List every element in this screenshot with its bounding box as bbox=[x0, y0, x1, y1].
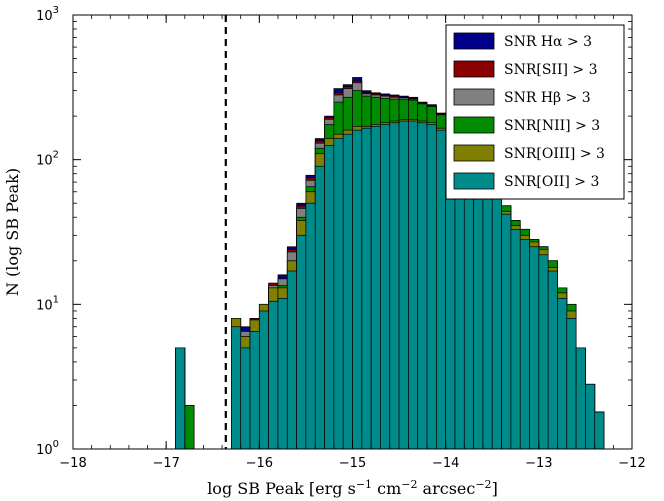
bar-series-5-bin-30 bbox=[352, 129, 363, 450]
bar-series-5-bin-39 bbox=[436, 129, 447, 450]
legend-swatch-1 bbox=[453, 60, 495, 78]
bar-series-5-bin-53 bbox=[566, 318, 577, 450]
x-axis-label-part: ] bbox=[492, 479, 498, 498]
x-tick-label: −13 bbox=[525, 456, 552, 471]
x-axis-label-part: cm bbox=[372, 479, 401, 498]
y-tick-base: 10 bbox=[36, 443, 53, 458]
y-tick-label: 100 bbox=[36, 439, 59, 458]
legend-swatch-4 bbox=[453, 144, 495, 162]
bar-series-5-bin-20 bbox=[258, 310, 269, 450]
y-tick-label: 101 bbox=[36, 294, 59, 313]
bar-series-5-bin-31 bbox=[361, 127, 372, 450]
x-tick-label: −17 bbox=[152, 456, 179, 471]
bar-series-5-bin-29 bbox=[342, 133, 353, 450]
bar-series-5-bin-22 bbox=[277, 298, 288, 450]
y-tick-base: 10 bbox=[36, 9, 53, 24]
bar-series-5-bin-44 bbox=[482, 185, 493, 450]
bar-series-5-bin-24 bbox=[296, 234, 307, 450]
x-axis-label-part: arcsec bbox=[417, 479, 475, 498]
x-tick-label: −12 bbox=[618, 456, 645, 471]
bar-series-5-bin-43 bbox=[473, 173, 484, 450]
bar-series-5-bin-18 bbox=[240, 347, 251, 450]
bar-series-5-bin-38 bbox=[426, 124, 437, 450]
x-axis-label-exp: −1 bbox=[356, 478, 372, 491]
legend-swatch-3 bbox=[453, 116, 495, 134]
bar-series-5-bin-45 bbox=[491, 196, 502, 450]
legend-label-4: SNR[OIII] > 3 bbox=[504, 146, 605, 162]
y-tick-exponent: 0 bbox=[53, 439, 59, 450]
legend-swatch-5 bbox=[453, 172, 495, 190]
y-tick-label: 102 bbox=[36, 150, 59, 169]
legend-box bbox=[445, 24, 625, 200]
bar-series-5-bin-28 bbox=[333, 138, 344, 450]
bar-series-5-bin-33 bbox=[380, 124, 391, 450]
bar-series-5-bin-55 bbox=[585, 383, 596, 450]
bar-series-5-bin-50 bbox=[538, 254, 549, 450]
y-tick-exponent: 2 bbox=[53, 150, 59, 161]
legend-label-3: SNR[NII] > 3 bbox=[504, 118, 600, 134]
legend: SNR Hα > 3 SNR[SII] > 3 SNR Hβ > 3 SNR[NII]… bbox=[445, 24, 625, 200]
y-tick-label: 103 bbox=[36, 5, 59, 24]
x-axis-label-exp: −2 bbox=[401, 478, 417, 491]
y-tick-base: 10 bbox=[36, 298, 53, 313]
x-axis-label-part: log SB Peak [erg s bbox=[207, 479, 356, 498]
bar-series-5-bin-52 bbox=[557, 298, 568, 450]
y-tick-base: 10 bbox=[36, 154, 53, 169]
x-tick-label: −16 bbox=[246, 456, 273, 471]
bar-series-5-bin-21 bbox=[268, 300, 279, 450]
bar-series-5-bin-27 bbox=[324, 145, 335, 450]
bar-series-5-bin-11 bbox=[175, 347, 186, 450]
bar-series-5-bin-23 bbox=[286, 270, 297, 450]
legend-label-1: SNR[SII] > 3 bbox=[504, 62, 598, 78]
legend-label-0: SNR Hα > 3 bbox=[504, 34, 592, 50]
bar-series-5-bin-48 bbox=[519, 239, 530, 450]
bar-series-5-bin-49 bbox=[529, 246, 540, 450]
bar-series-5-bin-25 bbox=[305, 202, 316, 450]
y-tick-exponent: 1 bbox=[53, 294, 59, 305]
bar-series-5-bin-17 bbox=[231, 326, 242, 450]
x-tick-label: −18 bbox=[59, 456, 86, 471]
x-axis-label: log SB Peak [erg s−1 cm−2 arcsec−2] bbox=[207, 478, 498, 498]
x-axis-label-exp: −2 bbox=[475, 478, 491, 491]
bar-series-5-bin-35 bbox=[398, 120, 409, 450]
bar-series-5-bin-36 bbox=[408, 120, 419, 450]
bar-series-5-bin-42 bbox=[463, 162, 474, 450]
x-tick-label: −15 bbox=[339, 456, 366, 471]
bar-series-5-bin-47 bbox=[510, 228, 521, 450]
bar-series-5-bin-34 bbox=[389, 122, 400, 450]
legend-label-2: SNR Hβ > 3 bbox=[504, 90, 591, 106]
legend-swatch-0 bbox=[453, 32, 495, 50]
y-tick-exponent: 3 bbox=[53, 5, 59, 16]
x-tick-label: −14 bbox=[432, 456, 459, 471]
bar-series-5-bin-54 bbox=[575, 347, 586, 450]
legend-label-5: SNR[OII] > 3 bbox=[504, 174, 599, 190]
legend-swatch-2 bbox=[453, 88, 495, 106]
bar-series-5-bin-26 bbox=[314, 165, 325, 450]
bar-series-5-bin-51 bbox=[547, 270, 558, 450]
bar-series-5-bin-56 bbox=[594, 411, 605, 450]
bar-series-3-bin-12 bbox=[184, 405, 195, 450]
bar-series-5-bin-46 bbox=[501, 213, 512, 450]
bar-series-5-bin-19 bbox=[249, 331, 260, 450]
y-axis-label: N (log SB Peak) bbox=[3, 168, 22, 296]
bar-series-5-bin-37 bbox=[417, 122, 428, 450]
bar-series-5-bin-32 bbox=[370, 125, 381, 450]
